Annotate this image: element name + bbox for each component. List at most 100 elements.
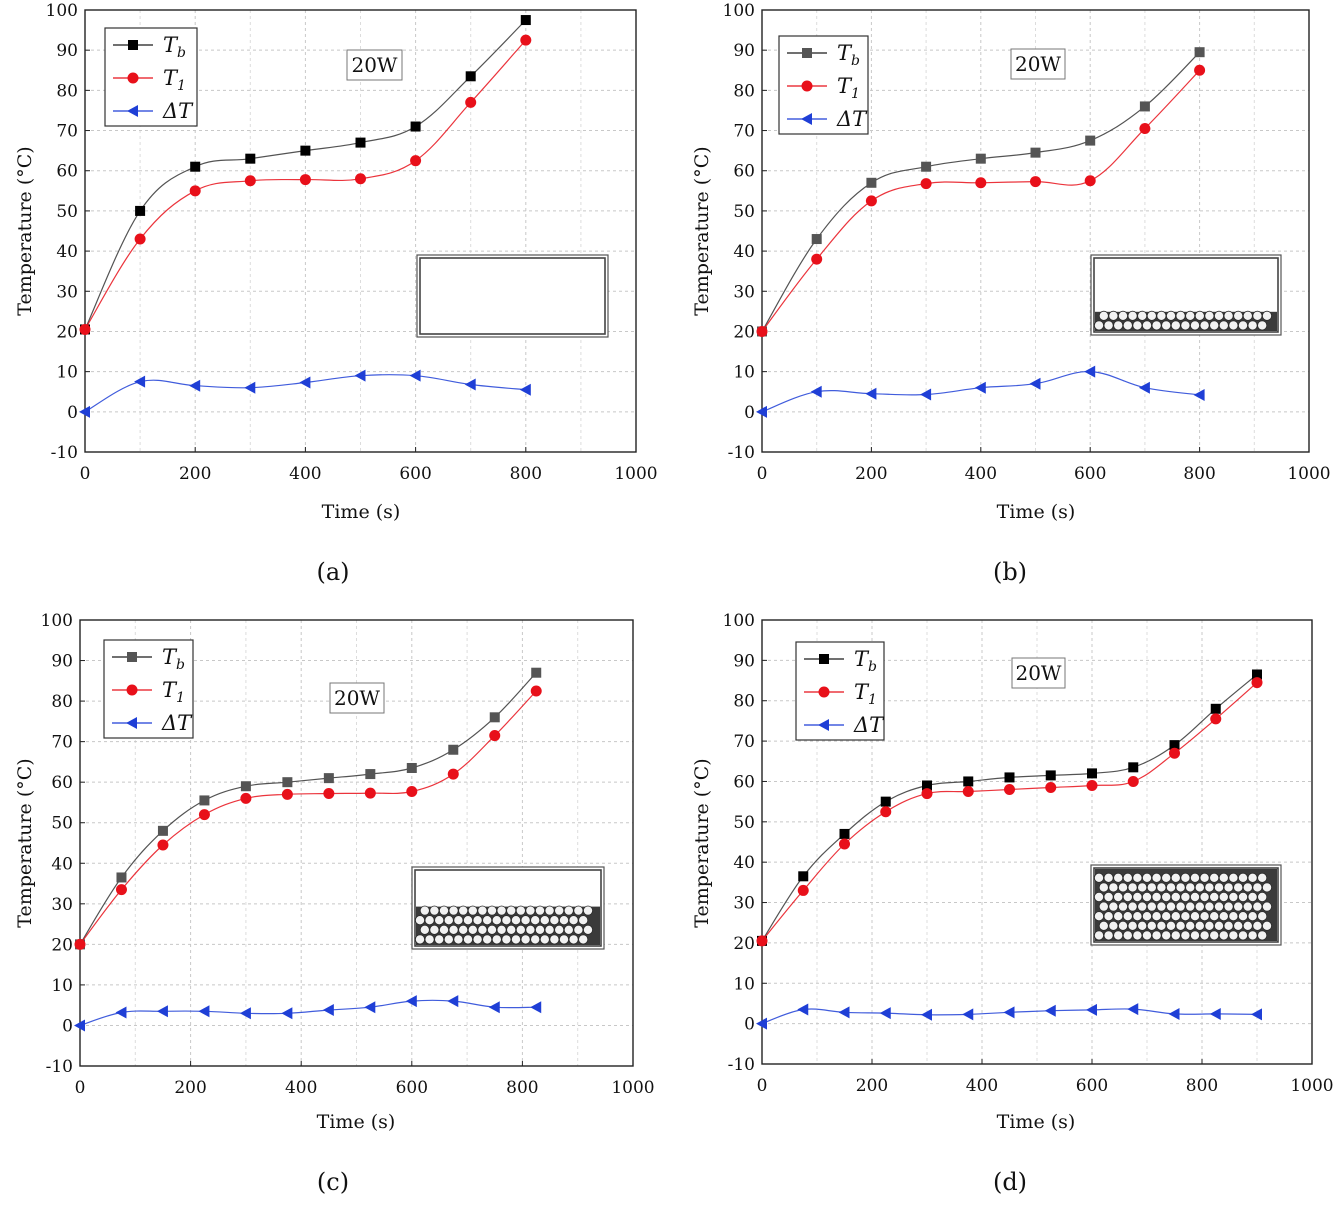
data-point <box>409 369 421 382</box>
y-axis-label: Temperature (°C) <box>14 758 36 927</box>
data-point <box>74 938 86 950</box>
inset-pore <box>496 905 507 916</box>
inset-pore <box>1113 911 1124 922</box>
inset-pore <box>1242 901 1253 912</box>
legend-subscript: 1 <box>177 78 186 94</box>
data-point <box>355 173 366 185</box>
inset-pore <box>578 934 589 945</box>
power-label-box <box>1010 48 1066 80</box>
inset-pore <box>1233 882 1244 893</box>
data-point <box>839 828 850 839</box>
inset-pore <box>1190 872 1201 883</box>
inset-pore <box>1156 882 1167 893</box>
legend-label: ΔT <box>161 711 193 735</box>
data-point <box>921 788 933 800</box>
inset-pore <box>563 924 574 935</box>
inset-pore <box>1194 920 1205 931</box>
data-point <box>1138 381 1150 394</box>
inset-pore <box>1228 872 1239 883</box>
x-tick-label: 600 <box>399 464 431 484</box>
power-label: 20W <box>1015 661 1061 685</box>
inset-pore <box>1214 882 1225 893</box>
data-point <box>1139 101 1150 112</box>
inset-pore <box>1156 310 1167 321</box>
data-point <box>1252 669 1262 680</box>
inset-pore <box>1190 320 1201 331</box>
legend-marker <box>801 113 812 125</box>
inset-pore <box>501 934 512 945</box>
inset-pore <box>1098 310 1109 321</box>
data-point <box>811 253 823 265</box>
data-point <box>156 1005 168 1018</box>
inset-pore <box>482 934 493 945</box>
data-point <box>240 781 251 792</box>
y-tick-label: 70 <box>51 733 73 753</box>
series-t1 <box>756 64 1206 337</box>
inset-pore <box>1218 892 1229 903</box>
inset-pore <box>1228 930 1239 941</box>
data-point <box>322 1004 334 1017</box>
inset-pore <box>1137 901 1148 912</box>
chart-panel-a: 0 200 400 600 800 1000-1001020304050607080901… <box>14 1 658 586</box>
legend-box <box>103 639 194 739</box>
data-point <box>1084 175 1096 187</box>
inset-pore <box>1113 872 1124 883</box>
x-axis-label: Time (s) <box>997 501 1076 523</box>
inset-pore <box>414 934 425 945</box>
data-point <box>157 839 169 851</box>
plot-frame <box>84 9 637 453</box>
y-tick-label: 30 <box>733 282 755 302</box>
inset-pore <box>1185 901 1196 912</box>
y-tick-label: 10 <box>733 974 755 994</box>
inset-pore <box>491 915 502 926</box>
inset-pore <box>1228 892 1239 903</box>
x-tick-label: 1000 <box>611 1078 654 1098</box>
data-point <box>1128 762 1139 773</box>
inset-pore <box>510 934 521 945</box>
legend-box <box>104 27 198 127</box>
data-point <box>406 762 417 773</box>
data-point <box>797 1003 809 1016</box>
inset-pore <box>1252 310 1263 321</box>
inset-pore <box>1223 920 1234 931</box>
inset-pore <box>1094 872 1105 883</box>
data-point <box>920 388 932 401</box>
inset-pore <box>1142 872 1153 883</box>
inset-pore-layer <box>414 905 600 945</box>
data-point <box>365 769 376 780</box>
data-point <box>1169 740 1180 751</box>
data-point <box>410 155 422 167</box>
data-point <box>1030 147 1041 158</box>
inset-pore <box>515 905 526 916</box>
legend-subscript: 1 <box>868 692 877 708</box>
inset-pore <box>1242 310 1253 321</box>
inset-pore-layer <box>1094 869 1277 941</box>
data-point <box>406 786 418 798</box>
x-tick-label: 200 <box>855 464 887 484</box>
inset-pore <box>1103 872 1114 883</box>
inset-pore <box>1142 911 1153 922</box>
inset-pore <box>1108 310 1119 321</box>
inset-pore <box>1098 901 1109 912</box>
inset-pore <box>1166 920 1177 931</box>
inset-pore <box>1166 310 1177 321</box>
inset-pore <box>544 924 555 935</box>
inset-pore <box>1094 930 1105 941</box>
grid <box>762 10 1309 452</box>
data-point <box>810 385 822 398</box>
inset-pore <box>1118 901 1129 912</box>
data-point <box>962 1008 974 1021</box>
inset-pore <box>1242 882 1253 893</box>
x-tick-label: 200 <box>179 464 211 484</box>
y-tick-label: -10 <box>51 443 78 463</box>
inset-pore <box>1127 920 1138 931</box>
inset-pore <box>1233 310 1244 321</box>
inset-pore <box>583 905 594 916</box>
x-tick-label: 400 <box>966 1076 998 1096</box>
inset-pore <box>1252 920 1263 931</box>
data-point <box>79 405 90 418</box>
inset-pore <box>1113 892 1124 903</box>
inset-pore <box>583 924 594 935</box>
inset-pore <box>1166 882 1177 893</box>
